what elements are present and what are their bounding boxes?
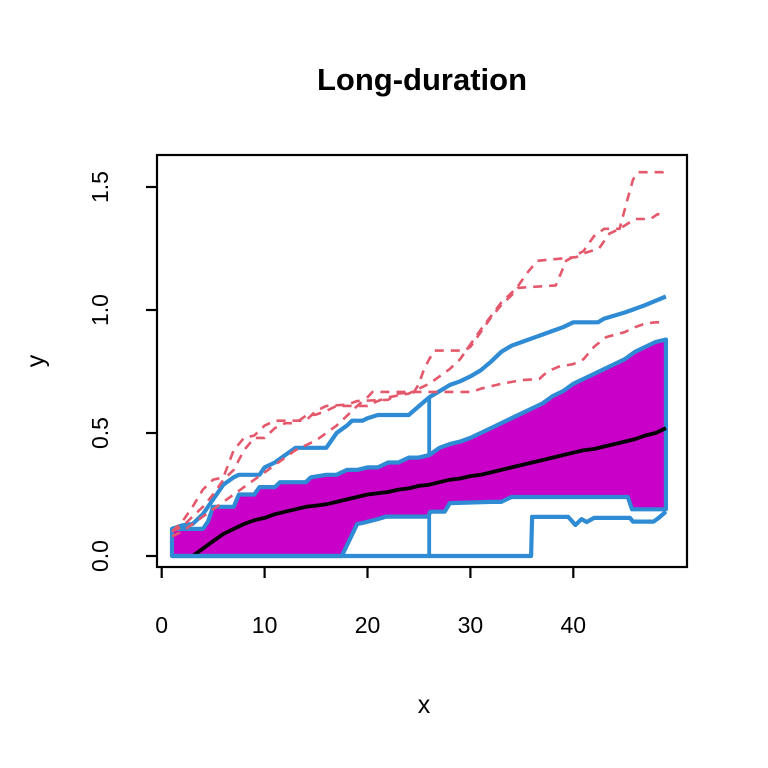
central-region-polygon (169, 337, 669, 559)
envelope-max-curve (171, 294, 667, 531)
y-tick-label: 0.5 (87, 417, 113, 449)
x-tick-label: 40 (561, 612, 587, 638)
axes: 0 10 20 30 40 0.0 0.5 1.0 1.5 (87, 171, 586, 638)
outlier-2-curve (171, 212, 667, 533)
median-curve (172, 426, 667, 558)
y-tick-label: 0.0 (87, 540, 113, 572)
x-tick-label: 10 (252, 612, 278, 638)
outlier-1-curve (171, 168, 667, 533)
plot-area (169, 168, 669, 559)
y-axis-label: y (22, 354, 50, 367)
x-axis-label: x (418, 691, 431, 719)
x-tick-label: 0 (155, 612, 168, 638)
y-tick-label: 1.5 (87, 171, 113, 203)
envelope-min-curve (172, 510, 668, 559)
outlier-3-curve (171, 320, 666, 538)
plot-box (155, 153, 689, 569)
chart-title: Long-duration (317, 62, 527, 97)
y-tick-label: 1.0 (87, 294, 113, 326)
x-tick-label: 20 (355, 612, 381, 638)
x-tick-label: 30 (458, 612, 484, 638)
